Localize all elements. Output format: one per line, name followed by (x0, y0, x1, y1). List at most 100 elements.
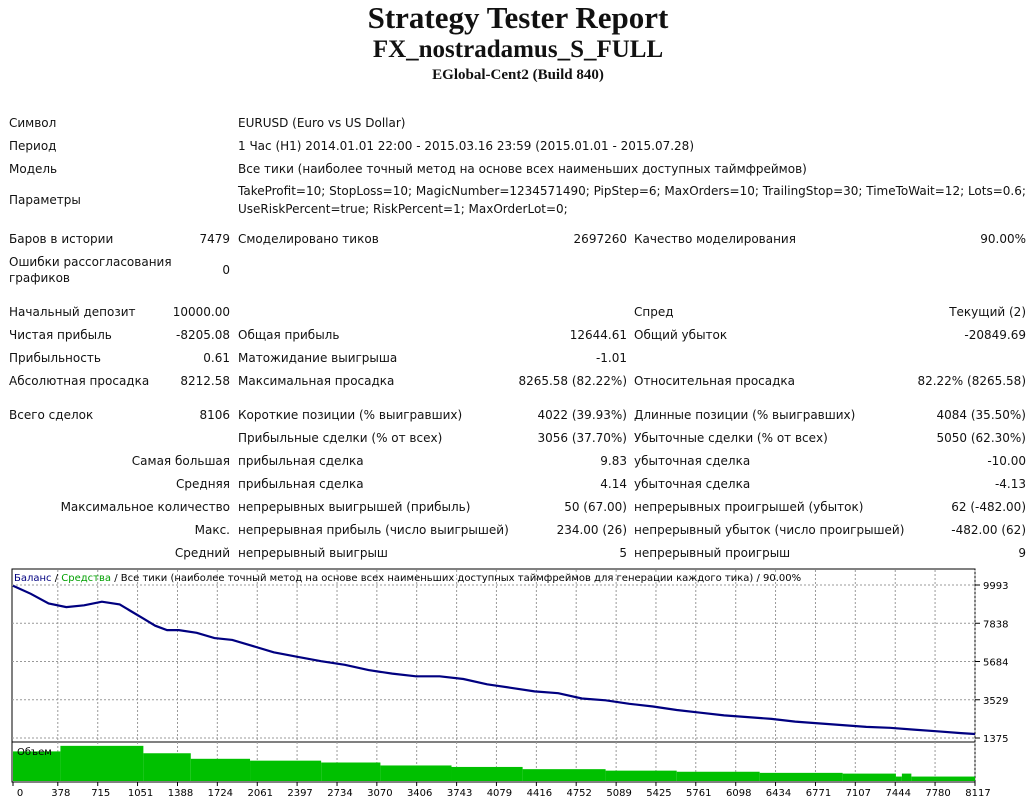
volume-label: Объем (17, 747, 52, 758)
x-tick-label: 5425 (646, 788, 671, 799)
max-cons-loss-label: непрерывный убыток (число проигрышей) (634, 523, 905, 537)
payoff-label: Матожидание выигрыша (238, 351, 398, 365)
x-tick-label: 6434 (766, 788, 791, 799)
total-trades-value: 8106 (199, 408, 230, 422)
volume-bar (190, 758, 251, 781)
x-tick-label: 378 (51, 788, 70, 799)
deposit-value: 10000.00 (172, 305, 230, 319)
volume-bar (605, 770, 677, 781)
max-count-label: Максимальное количество (60, 500, 230, 514)
avg-cons-wins-label: непрерывный выигрыш (238, 546, 388, 560)
params-line1: TakeProfit=10; StopLoss=10; MagicNumber=… (238, 184, 1026, 198)
volume-bar (380, 765, 452, 781)
average-profit-value: 4.14 (600, 477, 627, 491)
spread-label: Спред (634, 305, 674, 319)
avg-cons-losses-value: 9 (1018, 546, 1026, 560)
volume-bar (321, 762, 381, 781)
profit-factor-value: 0.61 (203, 351, 230, 365)
max-cons-losses-value: 62 (-482.00) (951, 500, 1026, 514)
x-tick-label: 5089 (606, 788, 631, 799)
y-tick-labels: 9993 7838 5684 3529 1375 (975, 581, 1008, 745)
max-cons-loss-value: -482.00 (62) (951, 523, 1026, 537)
volume-bar (759, 772, 843, 781)
model-value: Все тики (наиболее точный метод на основ… (238, 162, 807, 176)
x-tick-label: 2397 (287, 788, 312, 799)
x-tick-label: 7780 (925, 788, 950, 799)
max-cons-profit-value: 234.00 (26) (556, 523, 627, 537)
mismatch-value: 0 (222, 263, 230, 277)
ticks-label: Смоделировано тиков (238, 232, 379, 246)
y-tick-label: 1375 (983, 734, 1008, 745)
x-tick-label: 3406 (407, 788, 432, 799)
mismatch-label: Ошибки рассогласования (9, 255, 172, 269)
x-tick-label: 1724 (208, 788, 233, 799)
volume-bar (911, 776, 975, 781)
largest-profit-label: прибыльная сделка (238, 454, 364, 468)
x-tick-labels: 0 378 715 1051 1388 1724 2061 2397 2734 3070 3406 3… (12, 782, 991, 799)
abs-drawdown-value: 8212.58 (180, 374, 230, 388)
average-label: Средняя (176, 477, 230, 491)
x-tick-label: 7107 (846, 788, 871, 799)
max-cons-profit-label: непрерывная прибыль (число выигрышей) (238, 523, 509, 537)
period-label: Период (9, 139, 57, 153)
short-positions-label: Короткие позиции (% выигравших) (238, 408, 463, 422)
ticks-value: 2697260 (573, 232, 627, 246)
x-tick-label: 2734 (327, 788, 352, 799)
x-tick-label: 2061 (248, 788, 273, 799)
largest-loss-label: убыточная сделка (634, 454, 751, 468)
volume-bar (895, 776, 902, 781)
volume-bar (901, 773, 912, 781)
legend-description: / Все тики (наиболее точный метод на осн… (111, 573, 801, 584)
x-tick-label: 1388 (168, 788, 193, 799)
abs-drawdown-label: Абсолютная просадка (9, 374, 150, 388)
volume-bar (143, 753, 191, 781)
x-tick-label: 6771 (806, 788, 831, 799)
volume-bar (522, 769, 606, 781)
gross-profit-label: Общая прибыль (238, 328, 340, 342)
gross-loss-label: Общий убыток (634, 328, 728, 342)
y-tick-label: 7838 (983, 619, 1008, 630)
period-value: 1 Час (H1) 2014.01.01 22:00 - 2015.03.16… (238, 139, 694, 153)
bars-value: 7479 (199, 232, 230, 246)
x-tick-label: 7444 (886, 788, 911, 799)
server-name: EGlobal-Cent2 (Build 840) (432, 67, 604, 83)
x-tick-label: 3070 (367, 788, 392, 799)
largest-label: Самая большая (131, 454, 230, 468)
short-positions-value: 4022 (39.93%) (537, 408, 627, 422)
params-label: Параметры (9, 193, 81, 207)
max-cons-wins-value: 50 (67.00) (564, 500, 627, 514)
average-profit-label: прибыльная сделка (238, 477, 364, 491)
balance-chart: 9993 7838 5684 3529 1375 0 378 715 1051 1388 1724… (11, 568, 1008, 799)
max-drawdown-label: Максимальная просадка (238, 374, 395, 388)
gross-profit-value: 12644.61 (569, 328, 627, 342)
rel-drawdown-label: Относительная просадка (634, 374, 796, 388)
volume-bar (676, 771, 760, 781)
x-tick-label: 5761 (686, 788, 711, 799)
y-tick-label: 3529 (983, 696, 1008, 707)
legend-equity: Средства (61, 573, 111, 584)
volume-bars (13, 745, 975, 781)
profit-trades-label: Прибыльные сделки (% от всех) (238, 431, 443, 445)
symbol-value: EURUSD (Euro vs US Dollar) (238, 116, 406, 130)
params-line2: UseRiskPercent=true; RiskPercent=1; MaxO… (238, 202, 568, 216)
payoff-value: -1.01 (595, 351, 627, 365)
x-tick-label: 4752 (566, 788, 591, 799)
volume-bar (13, 751, 61, 781)
long-positions-label: Длинные позиции (% выигравших) (634, 408, 856, 422)
expert-name: FX_nostradamus_S_FULL (372, 36, 664, 63)
symbol-label: Символ (9, 116, 57, 130)
max-label: Макс. (194, 523, 230, 537)
deposit-label: Начальный депозит (9, 305, 136, 319)
legend-separator: / (52, 573, 62, 584)
report-title: Strategy Tester Report (367, 0, 669, 35)
average-loss-value: -4.13 (994, 477, 1026, 491)
x-tick-label: 8117 (965, 788, 990, 799)
x-tick-label: 6098 (726, 788, 751, 799)
chart-legend: Баланс / Средства / Все тики (наиболее т… (14, 573, 801, 584)
x-tick-label: 4079 (487, 788, 512, 799)
volume-bar (842, 773, 896, 781)
loss-trades-label: Убыточные сделки (% от всех) (634, 431, 828, 445)
net-profit-value: -8205.08 (176, 328, 230, 342)
bars-label: Баров в истории (9, 232, 114, 246)
net-profit-label: Чистая прибыль (9, 328, 112, 342)
